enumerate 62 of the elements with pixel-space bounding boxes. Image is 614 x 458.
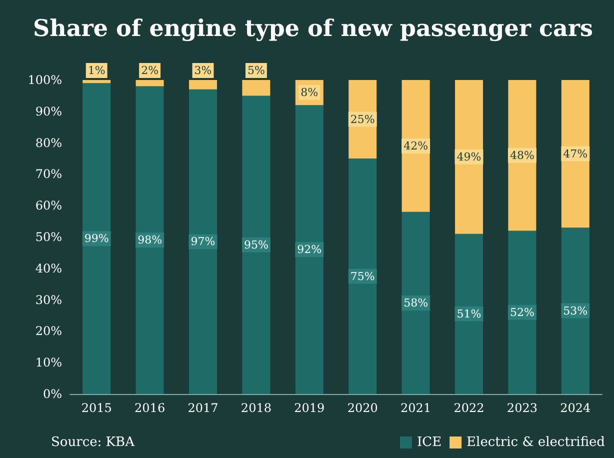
data-label: 49% bbox=[456, 150, 482, 164]
bar bbox=[82, 83, 111, 394]
chart-title: Share of engine type of new passenger cars bbox=[33, 15, 593, 42]
data-label: 48% bbox=[510, 148, 534, 162]
y-tick-label: 100% bbox=[28, 73, 62, 87]
legend-label: Electric & electrified bbox=[466, 435, 606, 450]
bar bbox=[348, 158, 377, 394]
x-tick-label: 2017 bbox=[188, 401, 218, 415]
x-tick-label: 2018 bbox=[240, 401, 272, 415]
y-tick-label: 80% bbox=[35, 136, 62, 150]
data-label: 47% bbox=[563, 147, 588, 160]
bar bbox=[189, 89, 217, 394]
data-label: 92% bbox=[297, 243, 322, 256]
y-tick-label: 90% bbox=[35, 104, 62, 118]
bar bbox=[402, 212, 430, 394]
legend-label: ICE bbox=[416, 435, 442, 450]
data-label: 3% bbox=[194, 64, 212, 77]
y-tick-label: 40% bbox=[35, 261, 62, 276]
bar bbox=[242, 96, 270, 394]
data-label: 97% bbox=[190, 235, 216, 248]
data-label: 58% bbox=[404, 296, 428, 310]
data-label: 5% bbox=[247, 64, 265, 77]
bar bbox=[455, 234, 483, 394]
x-tick-label: 2016 bbox=[134, 401, 166, 415]
data-label: 95% bbox=[244, 238, 268, 252]
y-tick-label: 0% bbox=[42, 387, 62, 401]
bar bbox=[561, 80, 590, 228]
data-label: 42% bbox=[404, 139, 428, 152]
x-tick-label: 2022 bbox=[454, 401, 484, 415]
x-tick-label: 2015 bbox=[81, 401, 112, 415]
data-label: 25% bbox=[350, 112, 375, 126]
y-tick-label: 20% bbox=[35, 324, 62, 338]
x-tick-label: 2023 bbox=[506, 401, 538, 415]
data-label: 98% bbox=[138, 234, 162, 247]
x-tick-label: 2020 bbox=[347, 401, 378, 415]
x-tick-label: 2019 bbox=[294, 401, 325, 415]
data-label: 99% bbox=[84, 232, 109, 246]
x-tick-label: 2021 bbox=[400, 401, 432, 415]
data-label: 2% bbox=[141, 64, 159, 77]
data-label: 1% bbox=[88, 64, 106, 77]
y-tick-label: 70% bbox=[35, 167, 62, 182]
bar bbox=[189, 80, 217, 90]
y-tick-label: 30% bbox=[35, 292, 62, 307]
source-note: Source: KBA bbox=[51, 435, 136, 450]
data-label: 52% bbox=[510, 306, 534, 319]
y-tick-label: 10% bbox=[35, 356, 62, 370]
bar bbox=[508, 80, 536, 231]
bar bbox=[295, 105, 324, 394]
data-label: 51% bbox=[456, 307, 482, 320]
bar bbox=[508, 230, 536, 394]
y-tick-label: 60% bbox=[35, 198, 62, 213]
bar bbox=[242, 80, 270, 96]
bar bbox=[136, 86, 164, 394]
data-label: 53% bbox=[563, 304, 588, 318]
x-tick-label: 2024 bbox=[560, 401, 592, 415]
bar bbox=[136, 80, 164, 86]
bar bbox=[561, 228, 590, 394]
bar bbox=[455, 80, 483, 234]
y-tick-label: 50% bbox=[35, 230, 62, 244]
bar bbox=[82, 80, 111, 84]
data-label: 75% bbox=[350, 270, 375, 283]
data-label: 8% bbox=[300, 86, 318, 100]
